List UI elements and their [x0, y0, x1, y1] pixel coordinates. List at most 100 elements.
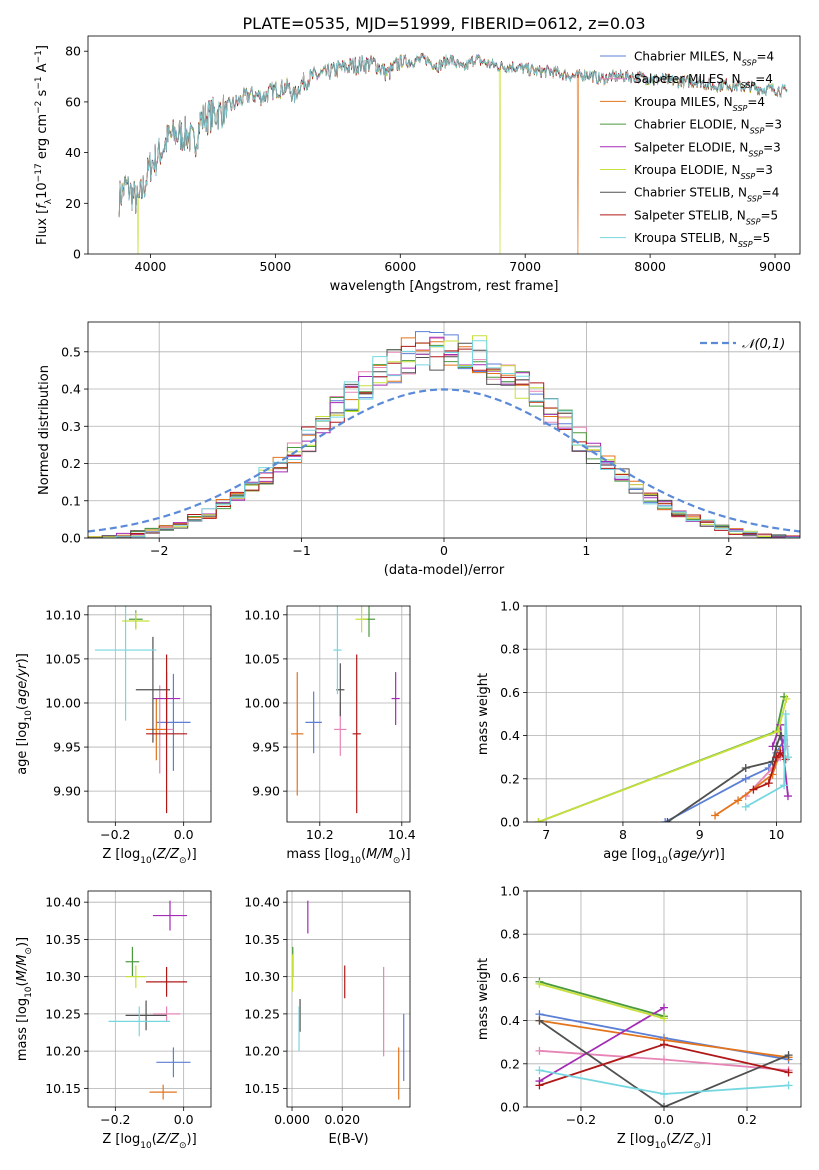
weight-marker	[660, 1040, 668, 1049]
y-tick-label: 9.90	[53, 784, 81, 799]
y-tick-label: 0.0	[61, 531, 81, 546]
axes-frame	[87, 321, 801, 539]
weight-line	[539, 1006, 665, 1082]
panel-mass_vs_Z: −0.2 0.0 10.15 10.20 10.25 10.30 10.35 10.40 Z […	[15, 890, 212, 1151]
weight-marker	[772, 753, 781, 762]
errorbar-point	[149, 1084, 177, 1100]
weight-marker	[764, 779, 773, 788]
x-tick-label: 9	[696, 827, 704, 842]
weight-marker	[535, 1066, 544, 1075]
errorbar-point	[94, 606, 157, 721]
y-tick-label: 10.00	[244, 695, 280, 710]
y-axis-label: age [log10(age/yr)]	[15, 653, 34, 775]
weight-marker	[784, 1051, 793, 1060]
y-tick-label: 10.30	[45, 969, 81, 984]
weight-marker	[660, 1003, 668, 1012]
y-tick-label: 0.5	[61, 344, 81, 359]
y-axis-label: Normed distribution	[37, 365, 52, 495]
weight-line	[539, 983, 665, 1020]
errorbar-point	[146, 654, 188, 814]
legend-label: Kroupa MILES, NSSP=4	[634, 95, 765, 113]
errorbar-point	[291, 672, 304, 796]
errorbar-point	[146, 698, 167, 761]
panel-weight_vs_age: 7 8 9 10 0.0 0.2 0.4 0.6 0.8 1.0 age [log10(age/yr…	[476, 599, 802, 866]
chart-title: PLATE=0535, MJD=51999, FIBERID=0612, z=0…	[242, 14, 645, 33]
x-tick-label: 0	[440, 543, 448, 558]
weight-marker	[734, 796, 743, 805]
errorbar-point	[125, 965, 147, 988]
weight-marker	[741, 764, 750, 772]
weight-marker	[784, 1068, 793, 1077]
y-axis-label: Flux [fλ10−17 erg cm−2 s−1 A−1]	[34, 45, 54, 245]
errorbar-point	[333, 606, 342, 695]
weight-marker	[535, 1046, 544, 1055]
weight-line	[538, 696, 785, 822]
y-tick-label: 80	[65, 44, 81, 59]
x-tick-label: −1	[292, 543, 310, 558]
normal-curve	[88, 388, 800, 533]
x-tick-label: −0.2	[100, 1112, 130, 1127]
weight-marker	[534, 818, 543, 822]
x-tick-label: 2	[725, 543, 733, 558]
weight-marker	[660, 1090, 668, 1099]
y-tick-label: 10.25	[45, 1006, 81, 1021]
weight-marker	[783, 753, 792, 762]
weight-marker	[773, 727, 782, 736]
y-tick-label: 10.20	[244, 1044, 280, 1059]
y-tick-label: 10.10	[45, 607, 81, 622]
x-tick-label: 0.0	[174, 1112, 194, 1127]
weight-marker	[776, 731, 785, 740]
y-axis-label: mass weight	[476, 673, 491, 755]
x-tick-label: −2	[150, 543, 168, 558]
legend-label: Kroupa ELODIE, NSSP=3	[634, 163, 773, 181]
y-tick-label: 10.05	[45, 651, 81, 666]
errorbar-point	[135, 636, 170, 743]
legend-label: Chabrier STELIB, NSSP=4	[634, 186, 779, 204]
y-tick-label: 9.95	[252, 740, 280, 755]
spectrum-line	[118, 54, 788, 217]
weight-line	[714, 750, 782, 817]
legend: Chabrier MILES, NSSP=4 Salpeter MILES, NS…	[600, 50, 782, 249]
plot-area	[118, 52, 788, 254]
y-tick-label: 0.8	[500, 642, 520, 657]
x-tick-label: 0.2	[737, 1112, 757, 1127]
weight-marker	[741, 802, 750, 811]
x-axis-label: (data-model)/error	[384, 563, 505, 578]
errorbar-point	[156, 673, 191, 771]
axes-frame	[526, 605, 802, 823]
plot-area	[88, 331, 800, 538]
legend-label: 𝒩(0,1)	[742, 337, 785, 352]
errorbar-point	[122, 612, 150, 630]
x-tick-label: 4000	[135, 259, 167, 274]
errorbar-point	[352, 654, 361, 814]
plot-area	[108, 900, 191, 1100]
y-tick-label: 10.20	[45, 1044, 81, 1059]
x-tick-label: 1	[582, 543, 590, 558]
y-tick-label: 0.2	[61, 456, 81, 471]
panel-spectrum: 4000 5000 6000 7000 8000 9000 0 20 40 60 80 Chabrie…	[34, 35, 801, 294]
weight-marker	[660, 1103, 668, 1107]
x-axis-label: Z [log10(Z/Z⊙)]	[617, 1132, 711, 1151]
axes-frame	[286, 890, 411, 1108]
weight-line	[539, 980, 665, 1018]
plot-area	[94, 606, 191, 814]
x-axis-label: E(B-V)	[328, 1132, 368, 1147]
weight-marker	[660, 1014, 668, 1023]
weight-line	[538, 1019, 789, 1107]
errorbar-point	[125, 946, 140, 977]
x-tick-label: 6000	[384, 259, 416, 274]
y-tick-label: 40	[65, 145, 81, 160]
weight-marker	[784, 1081, 793, 1090]
errorbar-point	[125, 1000, 167, 1031]
x-axis-label: age [log10(age/yr)]	[603, 847, 725, 866]
weight-marker	[782, 694, 791, 703]
errorbar-point	[152, 900, 188, 931]
y-tick-label: 60	[65, 94, 81, 109]
gridlines	[88, 891, 211, 1107]
y-tick-label: 1.0	[500, 599, 520, 614]
x-tick-label: 10.4	[388, 827, 416, 842]
axes-frame	[87, 890, 212, 1108]
y-tick-label: 9.95	[53, 740, 81, 755]
y-tick-label: 0.4	[500, 728, 520, 743]
x-tick-label: 8000	[634, 259, 666, 274]
